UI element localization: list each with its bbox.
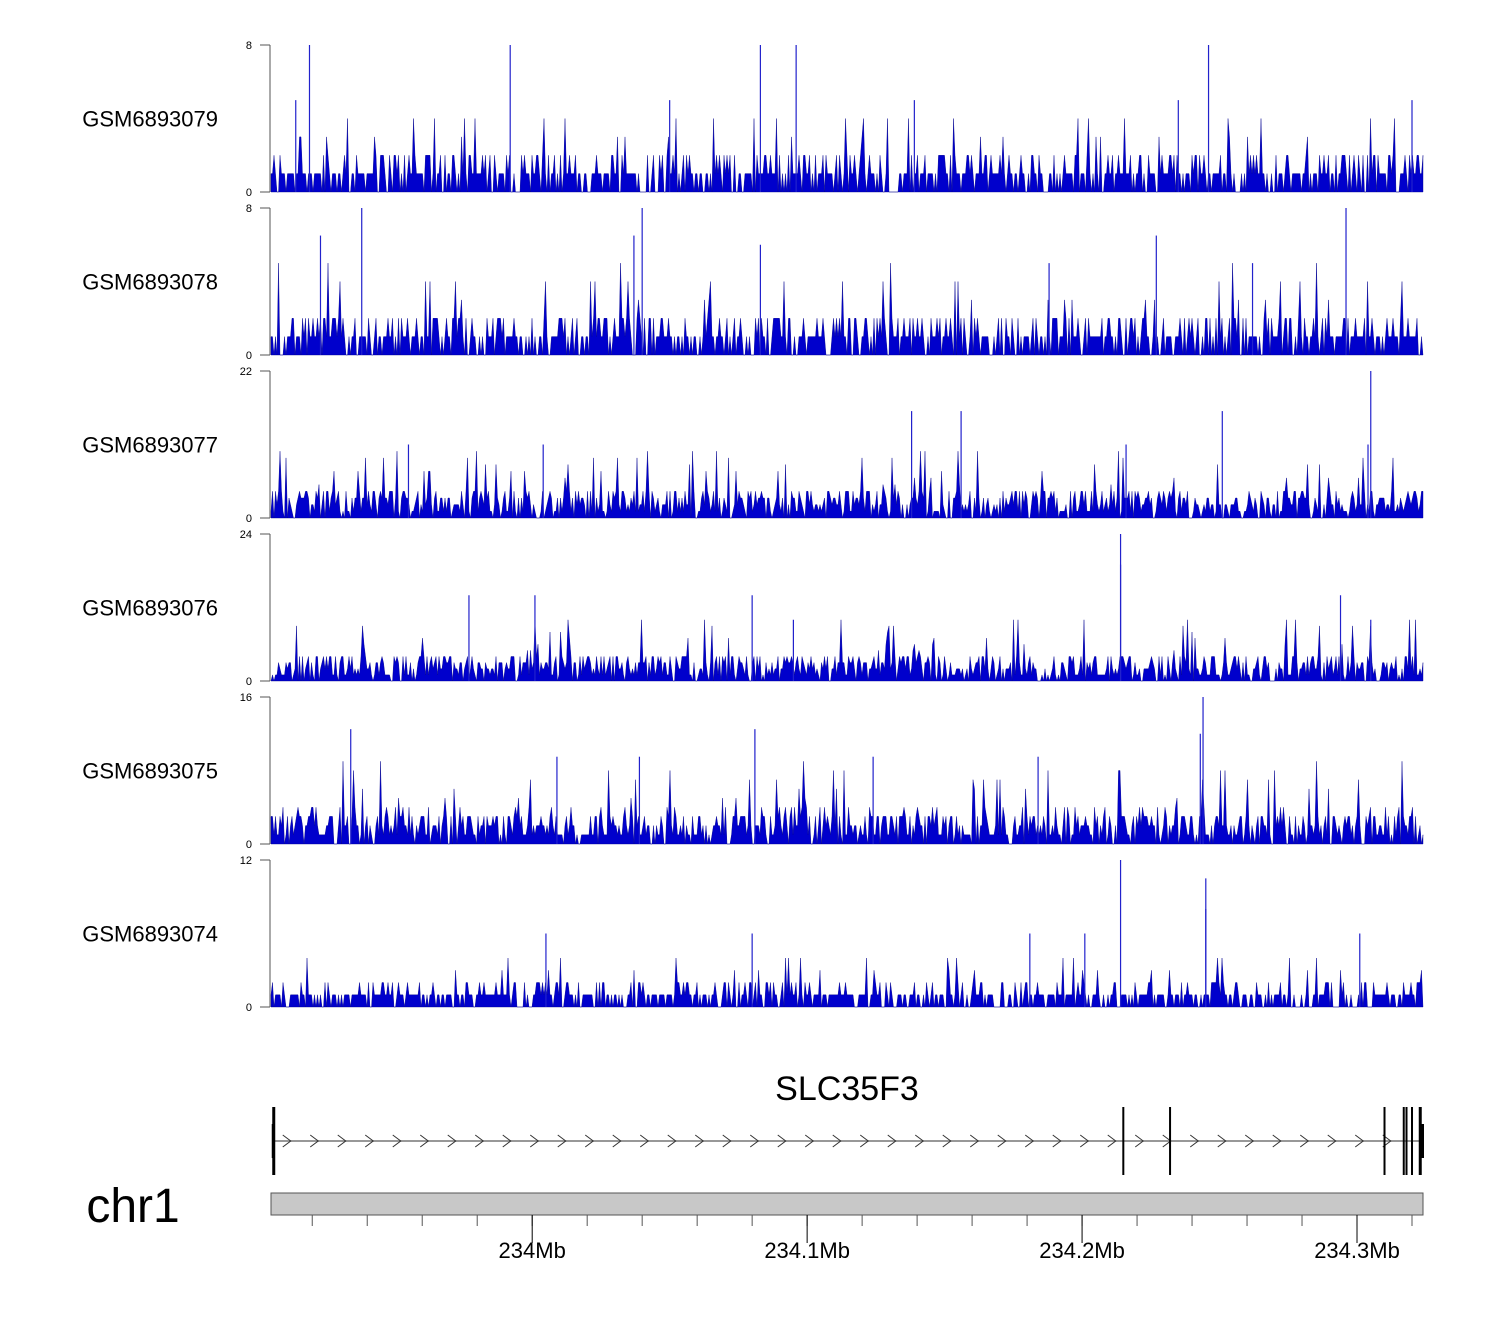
strand-arrow-icon: [1327, 1134, 1337, 1148]
y-tick-label-max: 22: [240, 366, 252, 378]
y-tick-label-min: 0: [246, 839, 252, 851]
strand-arrow-icon: [694, 1134, 705, 1148]
y-tick-label-max: 8: [246, 40, 252, 52]
strand-arrow-icon: [942, 1134, 952, 1148]
track-label: GSM6893074: [82, 922, 218, 947]
track-label: GSM6893075: [82, 759, 218, 784]
strand-arrow-icon: [887, 1134, 897, 1148]
gene-name-label: SLC35F3: [775, 1070, 919, 1108]
strand-arrow-icon: [997, 1134, 1007, 1148]
track-GSM6893077: GSM6893077 22 0: [82, 366, 1424, 525]
strand-arrow-icon: [749, 1134, 760, 1148]
strand-arrow-icon: [1244, 1134, 1255, 1148]
strand-arrow-icon: [282, 1134, 292, 1148]
strand-arrow-icon: [1107, 1134, 1117, 1148]
strand-arrow-icon: [667, 1134, 677, 1148]
y-tick-label-min: 0: [246, 676, 252, 688]
track-label: GSM6893078: [82, 270, 218, 295]
strand-arrow-icon: [1079, 1134, 1090, 1148]
track-label: GSM6893076: [82, 596, 218, 621]
track-GSM6893079: GSM6893079 8 0: [82, 40, 1424, 199]
strand-arrow-icon: [392, 1134, 402, 1148]
strand-arrow-icon: [639, 1134, 650, 1148]
y-tick-label-max: 24: [240, 529, 252, 541]
signal-area: [270, 118, 1424, 193]
track-label: GSM6893079: [82, 107, 218, 132]
y-tick-label-max: 12: [240, 855, 252, 867]
strand-arrow-icon: [859, 1134, 870, 1148]
y-tick-label-max: 8: [246, 203, 252, 215]
signal-area: [270, 451, 1424, 519]
strand-arrow-icon: [584, 1134, 595, 1148]
signal-area: [270, 619, 1424, 682]
strand-arrow-icon: [914, 1134, 925, 1148]
strand-arrow-icon: [1189, 1134, 1200, 1148]
strand-arrow-icon: [1354, 1134, 1365, 1148]
track-label: GSM6893077: [82, 433, 218, 458]
track-GSM6893076: GSM6893076 24 0: [82, 529, 1424, 688]
track-GSM6893078: GSM6893078 8 0: [82, 203, 1424, 362]
strand-arrow-icon: [309, 1134, 320, 1148]
strand-arrow-icon: [337, 1134, 347, 1148]
strand-arrow-icon: [1024, 1134, 1035, 1148]
strand-arrow-icon: [612, 1134, 622, 1148]
signal-area: [270, 761, 1424, 845]
y-tick-label-max: 16: [240, 692, 252, 704]
track-GSM6893075: GSM6893075 16 0: [82, 692, 1424, 851]
axis-tick-label: 234.2Mb: [1039, 1238, 1125, 1263]
strand-arrow-icon: [419, 1134, 430, 1148]
axis-tick-label: 234.1Mb: [764, 1238, 850, 1263]
strand-arrow-icon: [502, 1134, 512, 1148]
strand-arrow-icon: [1272, 1134, 1282, 1148]
strand-arrow-icon: [557, 1134, 567, 1148]
strand-arrow-icon: [529, 1134, 540, 1148]
strand-arrow-icon: [969, 1134, 980, 1148]
strand-arrow-icon: [447, 1134, 457, 1148]
strand-arrow-icon: [364, 1134, 375, 1148]
gene-utr: [1420, 1124, 1424, 1158]
strand-arrow-icon: [804, 1134, 815, 1148]
track-GSM6893074: GSM6893074 12 0: [82, 855, 1424, 1014]
chromosome-bar: [270, 1192, 1424, 1216]
y-tick-label-min: 0: [246, 513, 252, 525]
strand-arrow-icon: [1299, 1134, 1310, 1148]
strand-arrow-icon: [832, 1134, 842, 1148]
axis-tick-label: 234Mb: [499, 1238, 566, 1263]
strand-arrow-icon: [474, 1134, 485, 1148]
y-tick-label-min: 0: [246, 350, 252, 362]
y-tick-label-min: 0: [246, 1002, 252, 1014]
strand-arrow-icon: [1134, 1134, 1145, 1148]
strand-arrow-icon: [777, 1134, 787, 1148]
strand-arrow-icon: [1052, 1134, 1062, 1148]
axis-tick-label: 234.3Mb: [1314, 1238, 1400, 1263]
strand-arrow-icon: [722, 1134, 732, 1148]
signal-area: [270, 263, 1424, 356]
strand-arrow-icon: [1217, 1134, 1227, 1148]
gene-utr: [271, 1124, 275, 1158]
chromosome-label: chr1: [86, 1180, 179, 1233]
y-tick-label-min: 0: [246, 187, 252, 199]
signal-area: [270, 957, 1424, 1008]
